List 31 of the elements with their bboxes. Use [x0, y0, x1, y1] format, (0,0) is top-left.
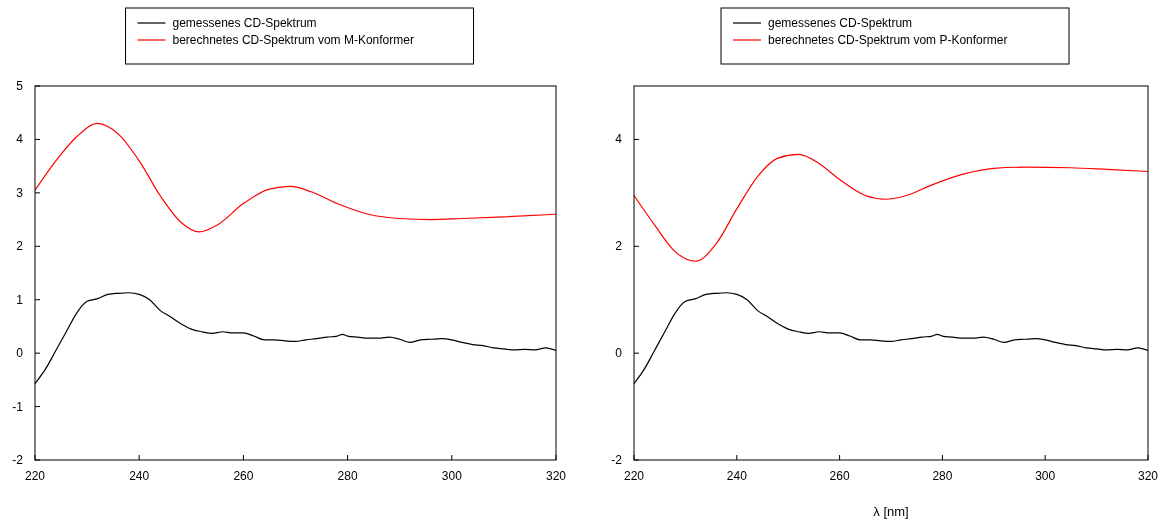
y-tick-label: 2	[615, 239, 623, 254]
x-tick-label: 280	[932, 469, 953, 483]
x-tick-label: 220	[623, 469, 645, 483]
x-tick-label: 240	[726, 469, 748, 483]
x-tick-label: 260	[233, 469, 254, 483]
y-tick-label: 4	[615, 132, 623, 147]
x-tick-label: 260	[829, 469, 850, 483]
legend-label: gemessenes CD-Spektrum	[172, 16, 317, 30]
y-tick-label: 5	[16, 79, 24, 93]
x-axis-title: λ [nm]	[873, 504, 909, 519]
x-tick-label: 320	[545, 469, 567, 483]
y-tick-label: 1	[16, 292, 24, 307]
x-tick-label: 240	[129, 469, 150, 483]
legend-label: berechnetes CD-Spektrum vom M-Konformer	[172, 33, 414, 47]
legend-label: gemessenes CD-Spektrum	[768, 16, 913, 30]
y-tick-label: 2	[16, 239, 24, 254]
line-series	[34, 122, 557, 233]
legend-label: berechnetes CD-Spektrum vom P-Konformer	[768, 33, 1008, 47]
y-tick-label: 0	[615, 346, 623, 361]
y-tick-label: 0	[16, 346, 24, 361]
y-tick-label: -2	[611, 453, 623, 467]
x-tick-label: 280	[337, 469, 358, 483]
x-tick-label: 300	[1035, 469, 1056, 483]
y-tick-label: 4	[16, 132, 24, 147]
y-tick-label: 3	[16, 185, 24, 200]
y-tick-label: -1	[12, 399, 24, 414]
y-tick-label: -2	[12, 453, 24, 467]
x-tick-label: 300	[441, 469, 463, 483]
line-series	[633, 153, 1149, 262]
x-tick-label: 220	[24, 469, 46, 483]
x-tick-label: 320	[1137, 469, 1159, 483]
